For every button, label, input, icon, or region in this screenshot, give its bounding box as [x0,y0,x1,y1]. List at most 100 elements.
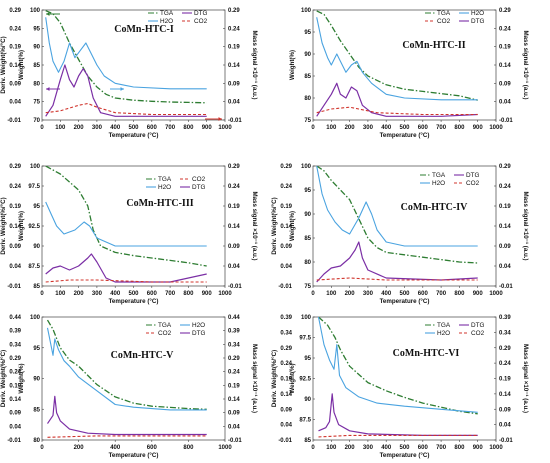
deriv-axis-label: Deriv. Weight(%/°C) [0,197,7,254]
axis-indicator-arrows [46,12,222,121]
mass-tick-label: 0.19 [499,204,511,210]
mass-tick-label: 0.34 [228,342,240,348]
panel-title: CoMn-HTC-II [402,40,465,51]
legend-label-co2: CO2 [158,330,172,337]
mass-tick-label: 0.24 [228,184,240,190]
deriv-tick-label: 0.04 [9,264,21,270]
deriv-tick-label: 0.24 [9,26,21,32]
series-dtg-line [47,395,207,436]
series-co2-line [45,102,207,116]
series-tga-line [45,166,207,267]
weight-tick-label: 85 [304,236,311,242]
mass-tick-label: 0.44 [228,315,240,321]
mass-tick-label: 0.04 [228,100,240,106]
mass-tick-label: 0.24 [499,26,511,32]
mass-tick-label: 0.09 [499,81,511,87]
legend-label-dtg: DTG [466,172,480,179]
x-tick-label: 100 [326,125,337,131]
deriv-tick-label: 0.19 [9,45,21,51]
tga-arrow-head [46,12,50,16]
x-tick-label: 400 [381,125,392,131]
panel-title: CoMn-HTC-IV [401,202,468,213]
co2-arrow-head [218,117,222,121]
x-tick-label: 300 [363,291,374,297]
panel-6: 0 100 200 300 400 500 600 700 800 900 1000 Temperat… [271,315,529,459]
series-h2o-line [46,327,207,411]
series-h2o-line [316,166,478,247]
weight-tick-label: 100 [30,8,41,14]
deriv-tick-label: 0.09 [9,411,21,417]
plot-frame [312,9,497,121]
x-tick-label: 800 [454,445,465,451]
plot-area [45,166,207,283]
x-tick-label: 900 [202,291,213,297]
deriv-tick-label: 0.14 [9,224,21,230]
mass-tick-label: 0.24 [228,26,240,32]
x-tick-label: 1000 [489,291,503,297]
weight-axis-label: Weight(%) [18,50,25,80]
x-tick-label: 700 [165,291,176,297]
x-tick-label: 800 [183,291,194,297]
mass-tick-label: 0.14 [228,224,240,230]
x-tick-label: 500 [128,125,139,131]
mass-tick-label: -0.01 [228,438,242,444]
x-tick-label: 200 [345,445,356,451]
mass-tick-label: 0.04 [499,264,511,270]
x-tick-label: 800 [183,125,194,131]
deriv-tick-label: -0.01 [7,284,21,290]
x-tick-label: 900 [473,125,484,131]
mass-tick-label: 0.14 [499,63,511,69]
x-tick-label: 1000 [218,291,232,297]
deriv-tick-label: 0.34 [280,330,292,336]
series-tga-line [46,319,207,410]
mass-tick-label: 0.09 [228,81,240,87]
deriv-axis-label: Deriv. Weight(%/°C) [271,350,278,407]
plot-area [46,319,207,438]
plot-area [45,10,207,117]
deriv-tick-label: 0.09 [280,244,292,250]
weight-tick-label: 80 [304,260,311,266]
deriv-tick-label: 0.39 [9,329,21,335]
weight-tick-label: 90 [33,244,40,250]
deriv-tick-label: 0.04 [9,100,21,106]
mass-tick-label: 0.39 [499,315,511,321]
mass-axis-label: Mass signal ×10⁻¹ (a.u.) [251,191,258,260]
panel-3: 0 100 200 300 400 500 600 700 800 900 1000 Temperat… [0,164,258,305]
plot-area [316,166,478,283]
x-tick-label: 200 [345,291,356,297]
x-tick-label: 100 [326,445,337,451]
deriv-tick-label: 0.14 [9,397,21,403]
legend-label-co2: CO2 [437,18,451,25]
x-tick-label: 900 [473,445,484,451]
x-tick-label: 0 [40,445,44,451]
series-h2o-line [45,17,207,90]
x-tick-label: 900 [473,291,484,297]
mass-axis-label: Mass signal ×10⁻¹ (a.u.) [522,344,529,413]
x-tick-label: 900 [202,125,213,131]
legend-label-co2: CO2 [466,180,480,187]
x-tick-label: 700 [436,125,447,131]
weight-tick-label: 100 [30,164,41,170]
mass-tick-label: 0.14 [499,392,511,398]
mass-tick-label: 0.19 [228,204,240,210]
deriv-tick-label: 0.24 [280,184,292,190]
x-tick-label: 1000 [489,125,503,131]
series-co2-line [47,435,207,438]
mass-tick-label: 0.24 [499,184,511,190]
series-tga-line [45,10,207,104]
mass-tick-label: 0.19 [499,377,511,383]
weight-tick-label: 85 [33,284,40,290]
series-tga-line [316,166,478,264]
series-tga-line [316,10,478,101]
x-tick-label: 300 [92,291,103,297]
mass-tick-label: 0.19 [228,383,240,389]
x-axis-label: Temperature (°C) [380,298,430,305]
weight-tick-label: 75 [33,100,40,106]
legend-label-h2o: H2O [192,322,205,329]
mass-tick-label: 0.29 [228,356,240,362]
plot-area [316,10,478,117]
deriv-tick-label: 0.04 [280,264,292,270]
x-tick-label: 1000 [218,125,232,131]
legend-label-dtg: DTG [192,330,206,337]
x-tick-label: 400 [110,291,121,297]
